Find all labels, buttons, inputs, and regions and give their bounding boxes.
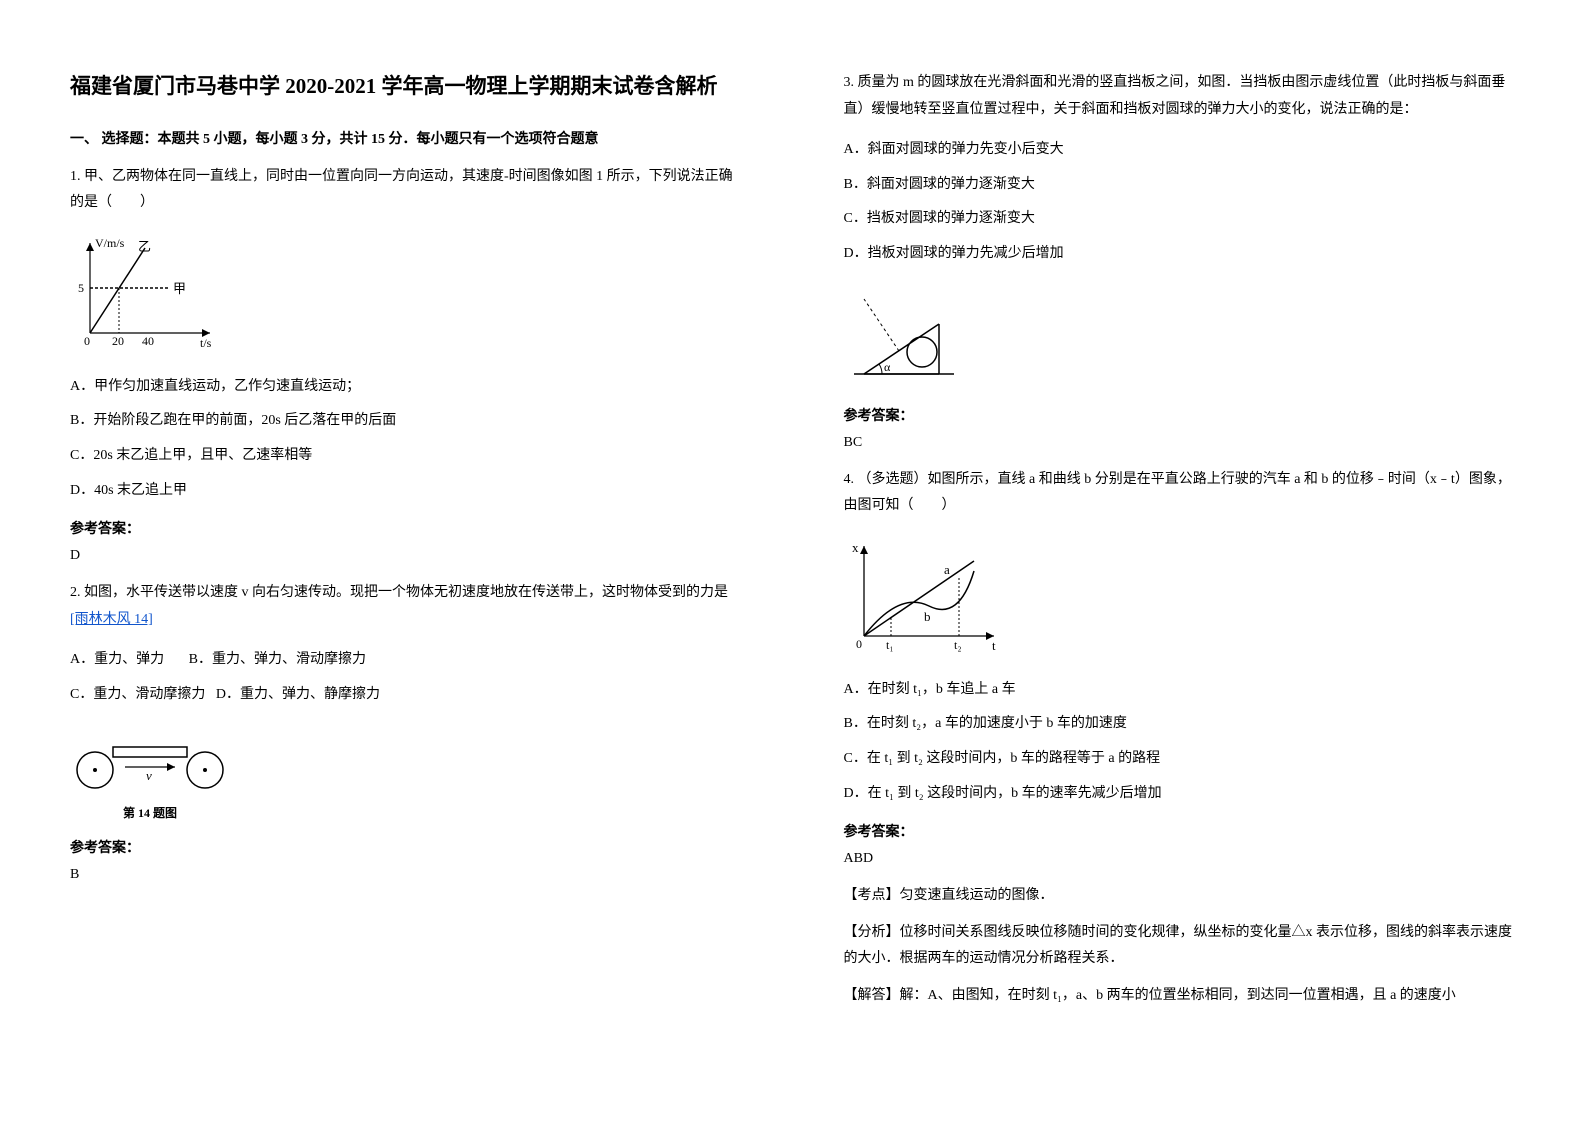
q2-optA: A．重力、弹力: [70, 652, 164, 667]
q4-t1: t₁: [886, 638, 894, 652]
q3-optA: A．斜面对圆球的弹力先变小后变大: [844, 137, 1518, 164]
q4-fenxi: 【分析】位移时间关系图线反映位移随时间的变化规律，纵坐标的变化量△x 表示位移，…: [844, 920, 1518, 973]
q4-b: b: [924, 609, 931, 624]
q3-answer-label: 参考答案：: [844, 405, 1518, 425]
q4-origin: 0: [856, 637, 862, 651]
q3-optB: B．斜面对圆球的弹力逐渐变大: [844, 172, 1518, 199]
q1-optB: B．开始阶段乙跑在甲的前面，20s 后乙落在甲的后面: [70, 408, 744, 435]
q2-answer-label: 参考答案：: [70, 837, 744, 857]
q1-xtick2: 40: [142, 334, 154, 348]
q2-link[interactable]: [雨林木风 14]: [70, 612, 153, 627]
q1-optA: A．甲作匀加速直线运动，乙作匀速直线运动；: [70, 374, 744, 401]
q4-optA: A．在时刻 t₁，b 车追上 a 车: [844, 677, 1518, 704]
q4-optB: B．在时刻 t₂，a 车的加速度小于 b 车的加速度: [844, 711, 1518, 738]
q1-stem: 1. 甲、乙两物体在同一直线上，同时由一位置向同一方向运动，其速度-时间图像如图…: [70, 164, 744, 217]
q4-a: a: [944, 562, 950, 577]
q1-line-yi: 乙: [138, 239, 151, 254]
q4-t2: t₂: [954, 638, 962, 652]
section-1-title: 一、 选择题：本题共 5 小题，每小题 3 分，共计 15 分．每小题只有一个选…: [70, 128, 744, 148]
q4-diagram: x t a b 0 t₁ t₂: [844, 536, 1518, 661]
q2-caption: 第 14 题图: [70, 804, 230, 821]
q4-xlabel: t: [992, 638, 996, 653]
left-column: 福建省厦门市马巷中学 2020-2021 学年高一物理上学期期末试卷含解析 一、…: [0, 0, 794, 1122]
q4-stem: 4. （多选题）如图所示，直线 a 和曲线 b 分别是在平直公路上行驶的汽车 a…: [844, 467, 1518, 520]
q2-diagram: v 第 14 题图: [70, 725, 230, 821]
q2-stem: 2. 如图，水平传送带以速度 v 向右匀速传动。现把一个物体无初速度地放在传送带…: [70, 580, 744, 633]
q2-stem-text: 2. 如图，水平传送带以速度 v 向右匀速传动。现把一个物体无初速度地放在传送带…: [70, 585, 728, 600]
q1-origin: 0: [84, 334, 90, 348]
q4-optC: C．在 t₁ 到 t₂ 这段时间内，b 车的路程等于 a 的路程: [844, 746, 1518, 773]
q1-diagram: V/m/s t/s 乙 甲 5 0 20 40: [70, 233, 744, 358]
q1-line-jia: 甲: [173, 281, 186, 296]
q1-xlabel: t/s: [200, 336, 212, 350]
q1-answer: D: [70, 548, 744, 564]
q1-xtick1: 20: [112, 334, 124, 348]
q2-optB: B．重力、弹力、滑动摩擦力: [189, 652, 366, 667]
q3-diagram: α: [844, 284, 1518, 389]
q2-optD: D．重力、弹力、静摩擦力: [216, 687, 380, 702]
q1-optD: D．40s 末乙追上甲: [70, 478, 744, 505]
q4-answer-label: 参考答案：: [844, 821, 1518, 841]
q4-jieda: 【解答】解：A、由图知，在时刻 t₁，a、b 两车的位置坐标相同，到达同一位置相…: [844, 983, 1518, 1010]
q3-optD: D．挡板对圆球的弹力先减少后增加: [844, 241, 1518, 268]
q4-kaodian: 【考点】匀变速直线运动的图像．: [844, 883, 1518, 910]
q1-optC: C．20s 末乙追上甲，且甲、乙速率相等: [70, 443, 744, 470]
q4-answer: ABD: [844, 851, 1518, 867]
q2-vlabel: v: [146, 768, 152, 783]
q4-optD: D．在 t₁ 到 t₂ 这段时间内，b 车的速率先减少后增加: [844, 781, 1518, 808]
exam-title: 福建省厦门市马巷中学 2020-2021 学年高一物理上学期期末试卷含解析: [70, 70, 744, 104]
q1-answer-label: 参考答案：: [70, 518, 744, 538]
right-column: 3. 质量为 m 的圆球放在光滑斜面和光滑的竖直挡板之间，如图．当挡板由图示虚线…: [794, 0, 1587, 1122]
q2-optC: C．重力、滑动摩擦力: [70, 687, 205, 702]
q2-answer: B: [70, 867, 744, 883]
q3-stem: 3. 质量为 m 的圆球放在光滑斜面和光滑的竖直挡板之间，如图．当挡板由图示虚线…: [844, 70, 1518, 123]
q2-opt-row2: C．重力、滑动摩擦力 D．重力、弹力、静摩擦力: [70, 682, 744, 709]
q1-ylabel: V/m/s: [95, 236, 125, 250]
q1-ytick: 5: [78, 281, 84, 295]
q3-optC: C．挡板对圆球的弹力逐渐变大: [844, 206, 1518, 233]
q3-answer: BC: [844, 435, 1518, 451]
q4-ylabel: x: [852, 540, 859, 555]
q3-angle: α: [884, 360, 891, 374]
q2-opt-row1: A．重力、弹力 B．重力、弹力、滑动摩擦力: [70, 647, 744, 674]
